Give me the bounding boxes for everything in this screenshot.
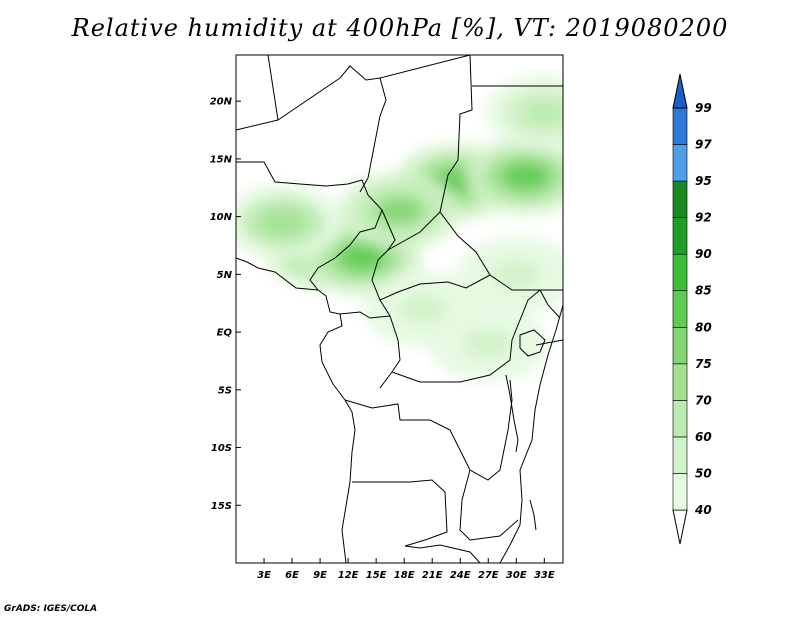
humidity-core-1 [501, 162, 550, 191]
border-n [352, 479, 448, 547]
colorbar-label-92: 92 [695, 211, 712, 225]
chart-title: Relative humidity at 400hPa [%], VT: 201… [71, 14, 729, 42]
colorbar-label-50: 50 [695, 466, 712, 480]
border-o [459, 469, 519, 541]
lat-label-5S: 5S [218, 385, 232, 396]
border-i [387, 211, 441, 251]
humidity-core-3 [338, 243, 387, 272]
border-l [391, 289, 541, 383]
humidity-core-7 [398, 295, 447, 323]
lake-tanganyika [505, 374, 519, 453]
colorbar-label-99: 99 [695, 101, 712, 115]
colorbar-label-75: 75 [695, 357, 712, 371]
border-a [236, 55, 279, 131]
humidity-core-4 [375, 196, 424, 225]
border-d [439, 55, 563, 291]
humidity-core-9 [492, 260, 541, 289]
border-k [339, 311, 401, 389]
border-p [404, 544, 481, 563]
lon-label-33E: 33E [534, 570, 555, 581]
lon-label-9E: 9E [313, 570, 327, 581]
colorbar-segment-85 [672, 253, 688, 292]
lat-label-5N: 5N [217, 270, 233, 281]
border-r [535, 339, 563, 346]
lat-label-10N: 10N [210, 212, 233, 223]
colorbar: 40 50 60 70 75 80 85 90 92 95 97 99 [672, 73, 712, 545]
border-q [539, 289, 561, 319]
lake-malawi [529, 499, 537, 531]
colorbar-segment-60 [672, 400, 688, 438]
colorbar-segment-92 [672, 180, 688, 218]
lat-label-EQ: EQ [217, 328, 233, 339]
border-m [344, 379, 513, 481]
lon-label-24E: 24E [450, 570, 471, 581]
lon-label-30E: 30E [506, 570, 527, 581]
coastline-west [236, 257, 356, 563]
humidity-core-5 [258, 208, 307, 237]
lon-label-21E: 21E [422, 570, 443, 581]
colorbar-segment-above [672, 73, 688, 109]
colorbar-segment-95 [672, 144, 688, 182]
border-j [379, 274, 491, 301]
colorbar-segment-90 [672, 217, 688, 255]
colorbar-segment-70 [672, 363, 688, 401]
coastline-east [499, 304, 563, 563]
lon-label-3E: 3E [257, 570, 271, 581]
longitude-axis: 3E 6E 9E 12E 15E 18E 21E 24E 27E 30E 33E [257, 558, 555, 581]
lat-label-20N: 20N [210, 97, 233, 108]
colorbar-segment-75 [672, 326, 688, 365]
colorbar-segment-80 [672, 290, 688, 328]
lake-victoria [519, 329, 546, 357]
colorbar-segment-40 [672, 473, 688, 511]
humidity-core-6 [520, 98, 563, 127]
colorbar-label-90: 90 [695, 247, 712, 261]
border-b [277, 65, 387, 193]
country-borders [236, 55, 563, 563]
colorbar-label-97: 97 [695, 138, 712, 152]
lon-label-27E: 27E [478, 570, 499, 581]
colorbar-label-95: 95 [695, 174, 712, 188]
colorbar-label-70: 70 [695, 393, 712, 407]
border-g [309, 179, 383, 291]
lat-label-10S: 10S [211, 443, 232, 454]
latitude-axis: 20N 15N 10N 5N EQ 5S 10S 15S [210, 97, 241, 512]
lon-label-6E: 6E [285, 570, 299, 581]
colorbar-label-80: 80 [695, 320, 712, 334]
lon-label-12E: 12E [338, 570, 359, 581]
lat-label-15N: 15N [210, 154, 233, 165]
colorbar-segment-50 [672, 436, 688, 474]
border-c [379, 55, 471, 79]
border-f [236, 161, 363, 187]
colorbar-label-60: 60 [695, 430, 712, 444]
lon-label-15E: 15E [366, 570, 387, 581]
humidity-field [236, 74, 563, 382]
humidity-core-8 [464, 329, 513, 358]
colorbar-label-40: 40 [694, 503, 712, 517]
lat-label-15S: 15S [211, 501, 232, 512]
lon-label-18E: 18E [394, 570, 415, 581]
plot-frame [235, 54, 564, 564]
colorbar-label-85: 85 [695, 284, 712, 298]
colorbar-segment-97 [672, 107, 688, 145]
grads-credit: GrADS: IGES/COLA [4, 604, 98, 614]
colorbar-segment-below [672, 509, 688, 545]
